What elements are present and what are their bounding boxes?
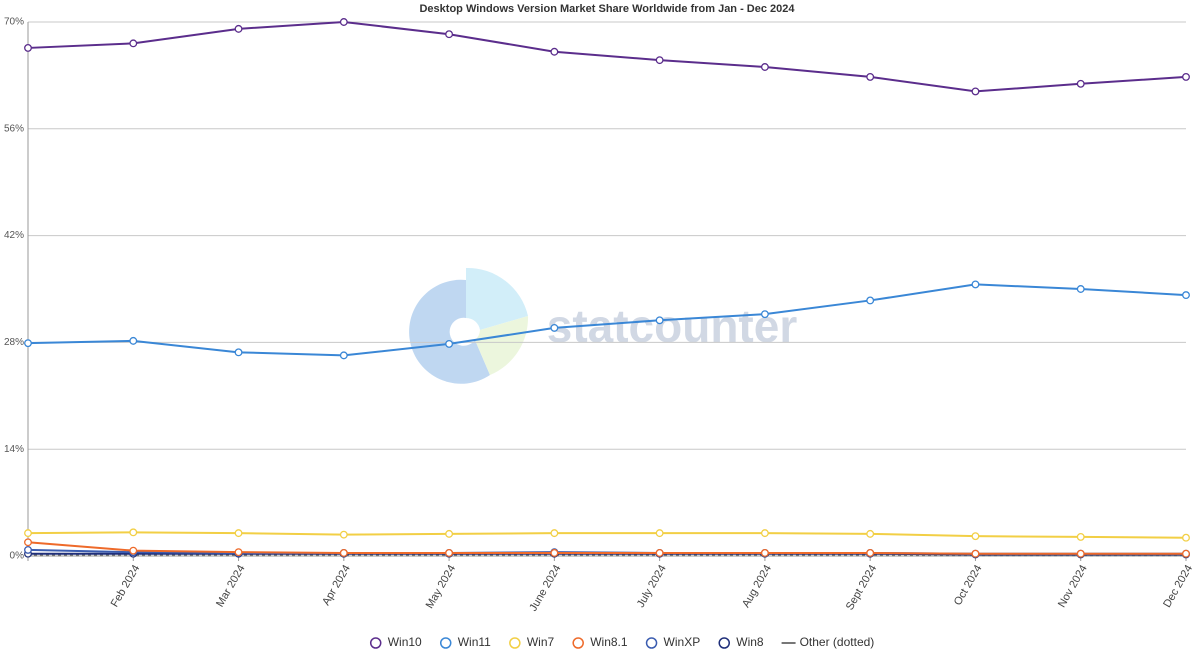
data-point: [24, 339, 32, 348]
data-point: [445, 529, 454, 538]
data-point: [1182, 291, 1190, 300]
legend-swatch: [369, 637, 382, 649]
data-point: [971, 549, 980, 558]
data-point: [234, 348, 243, 357]
data-point: [234, 24, 243, 33]
data-point: [339, 351, 348, 360]
y-tick-label: 28%: [4, 337, 24, 348]
x-tick-label: May 2024: [424, 563, 459, 611]
watermark-logo: [409, 267, 529, 384]
data-point: [760, 529, 769, 538]
legend-item: Other (dotted): [781, 635, 875, 649]
data-point: [129, 39, 138, 48]
legend-label: Win7: [527, 635, 555, 649]
x-tick-label: Nov 2024: [1056, 563, 1090, 610]
legend-label: Win11: [458, 635, 491, 649]
series-line: [27, 531, 1187, 539]
data-point: [971, 280, 980, 289]
legend-label: WinXP: [664, 635, 701, 649]
legend-swatch: [439, 637, 452, 649]
data-point: [1076, 532, 1085, 541]
data-point: [550, 529, 559, 538]
series-line: [27, 541, 1186, 555]
series-line: [27, 20, 1187, 93]
y-tick-label: 42%: [4, 230, 24, 241]
data-point: [445, 30, 454, 39]
data-point: [339, 18, 348, 26]
data-point: [550, 323, 559, 332]
legend-item: WinXP: [645, 635, 701, 649]
x-tick-label: Apr 2024: [320, 563, 353, 608]
x-tick-label: Dec 2024: [1161, 563, 1195, 610]
x-tick-label: Sept 2024: [844, 563, 879, 612]
legend-item: Win10: [369, 635, 422, 649]
legend-swatch: [509, 637, 521, 649]
y-tick-label: 0%: [10, 551, 25, 562]
data-point: [1182, 72, 1190, 81]
data-point: [24, 545, 32, 554]
legend-label: Other (dotted): [800, 635, 875, 649]
legend-label: Win8.1: [590, 635, 628, 649]
legend-item: Win11: [439, 635, 491, 649]
data-point: [339, 548, 348, 557]
x-tick-label: Oct 2024: [952, 563, 985, 608]
data-point: [655, 316, 664, 325]
data-point: [866, 548, 875, 557]
legend-item: Win8.1: [572, 635, 628, 649]
legend-label: Win10: [388, 635, 422, 649]
legend-item: Win7: [509, 635, 555, 649]
data-point: [550, 47, 559, 56]
data-point: [24, 538, 32, 547]
data-point: [866, 72, 875, 81]
data-point: [1182, 533, 1190, 542]
y-tick-label: 70%: [4, 17, 24, 28]
data-point: [445, 339, 454, 348]
x-tick-label: Mar 2024: [214, 563, 248, 609]
data-point: [971, 532, 980, 541]
legend-swatch: [572, 637, 584, 649]
data-point: [655, 56, 664, 65]
x-tick-label: Feb 2024: [109, 563, 143, 609]
y-tick-label: 14%: [4, 444, 24, 455]
data-point: [760, 310, 769, 319]
x-tick-label: Aug 2024: [740, 563, 774, 610]
data-point: [760, 548, 769, 557]
data-point: [760, 63, 769, 71]
data-point: [24, 43, 32, 52]
data-point: [24, 529, 32, 538]
legend-swatch: [645, 637, 658, 649]
data-point: [866, 529, 875, 538]
data-point: [1076, 79, 1085, 88]
data-point: [971, 87, 980, 96]
legend-item: Win8: [718, 635, 764, 649]
data-point: [1076, 549, 1085, 558]
x-tick-label: June 2024: [527, 563, 563, 614]
legend-label: Win8: [736, 635, 764, 649]
x-tick-label: July 2024: [635, 563, 669, 610]
series-line: [27, 283, 1187, 357]
data-point: [1182, 549, 1190, 558]
data-point: [1076, 285, 1085, 293]
data-point: [129, 336, 138, 345]
data-point: [655, 529, 664, 538]
data-point: [234, 548, 243, 557]
y-tick-label: 56%: [4, 123, 24, 134]
data-point: [550, 548, 559, 557]
data-point: [339, 530, 348, 539]
data-point: [129, 528, 138, 537]
legend-swatch: [718, 637, 730, 649]
chart-title: Desktop Windows Version Market Share Wor…: [419, 3, 795, 15]
data-point: [866, 296, 875, 305]
data-point: [234, 529, 243, 538]
data-point: [445, 548, 454, 557]
data-point: [655, 548, 664, 557]
data-point: [129, 546, 138, 555]
legend: Win10 Win11 Win7 Win8.1 WinXP Win8 Other (dott…: [369, 635, 875, 649]
